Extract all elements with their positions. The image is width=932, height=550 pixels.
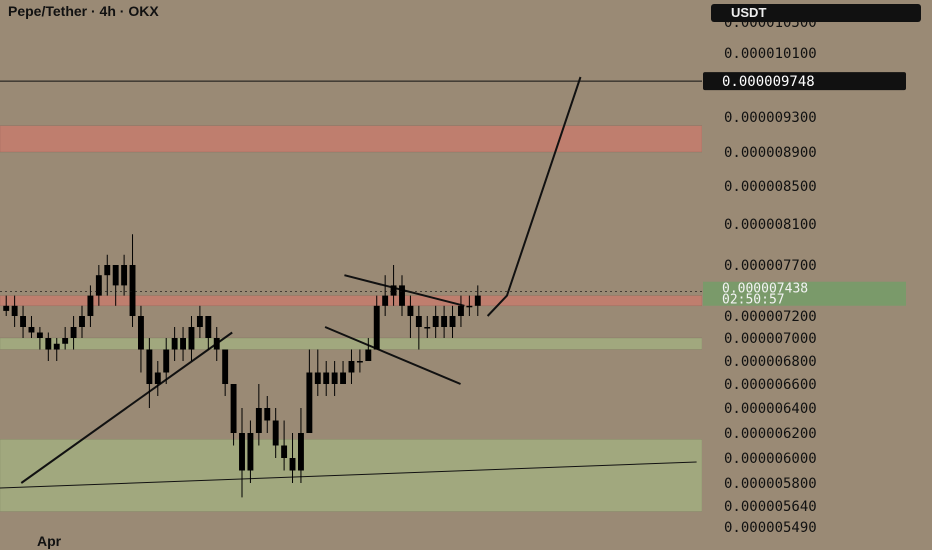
y-tick-label: 0.000005640	[724, 499, 817, 515]
y-tick-label: 0.000006600	[724, 377, 817, 393]
y-tick-label: 0.000005800	[724, 476, 817, 492]
currency-label[interactable]: USDT	[711, 4, 921, 22]
horizontal-line-price-text: 0.000009748	[722, 74, 815, 90]
candle-body	[112, 265, 119, 286]
y-tick-label: 0.000005490	[724, 520, 817, 536]
candle-body	[180, 338, 186, 350]
candle-body	[213, 338, 220, 350]
candle-body	[348, 361, 355, 373]
x-tick-label: Apr	[37, 533, 62, 549]
y-tick-label: 0.000006200	[724, 426, 817, 442]
y-tick-label: 0.000008500	[724, 179, 817, 195]
y-tick-label: 0.000009300	[724, 110, 817, 126]
zones-layer	[0, 80, 702, 512]
candle-body	[314, 372, 321, 384]
y-tick-label: 0.000006800	[724, 354, 817, 370]
candle-body	[36, 332, 43, 338]
candle-body	[323, 372, 330, 384]
drawing-projection	[486, 76, 582, 317]
candle-body	[373, 305, 380, 350]
candle-body	[272, 420, 279, 446]
candle-body	[356, 361, 363, 363]
y-tick-label: 0.000006400	[724, 401, 817, 417]
drawing-support-trendline	[0, 461, 697, 489]
candle-body	[138, 316, 144, 350]
zone-support-3	[0, 439, 702, 512]
y-tick-label: 0.000010100	[724, 46, 817, 62]
zone-resistance-1	[0, 295, 702, 307]
price-axis[interactable]: 0.0000105000.0000101000.0000093000.00000…	[0, 15, 906, 536]
y-tick-label: 0.000006000	[724, 451, 817, 467]
candle-body	[70, 327, 77, 338]
candle-body	[239, 433, 245, 471]
candle-body	[365, 349, 372, 361]
y-tick-label: 0.000007700	[724, 258, 817, 274]
last-price-text: 0.000007438	[722, 282, 808, 297]
candle-body	[146, 349, 153, 384]
candle-body	[87, 295, 94, 316]
candle-body	[230, 384, 237, 433]
candle-body	[407, 305, 414, 316]
candle-body	[196, 316, 203, 327]
candle-body	[415, 316, 422, 327]
candle-body	[449, 316, 456, 327]
last-price-badge	[703, 281, 906, 306]
candle-body	[171, 338, 178, 350]
candle-body	[399, 285, 405, 306]
candle-body	[53, 343, 60, 350]
candle-body	[340, 372, 346, 384]
candle-body	[331, 372, 338, 384]
candle-body	[306, 372, 313, 433]
drawings-layer	[0, 76, 697, 489]
candle-body	[20, 316, 26, 327]
candle-body	[424, 327, 431, 329]
y-tick-label: 0.000007200	[724, 309, 817, 325]
candle-body	[45, 338, 52, 350]
candle-body	[28, 327, 35, 333]
candle-body	[154, 372, 161, 384]
y-tick-label: 0.000008100	[724, 217, 817, 233]
candle-body	[129, 265, 136, 316]
last-price-countdown: 02:50:57	[722, 293, 785, 308]
candle-body	[432, 316, 439, 327]
candle-body	[281, 445, 288, 458]
candle-body	[247, 433, 254, 471]
candle-body	[95, 275, 102, 296]
y-tick-label: 0.000007000	[724, 331, 817, 347]
candle-body	[79, 316, 85, 327]
candle-body	[474, 295, 481, 306]
candle-body	[255, 408, 262, 433]
candle-body	[3, 305, 10, 311]
drawing-trend-up-1	[20, 331, 233, 484]
zone-resistance-0	[0, 125, 702, 153]
candle-body	[289, 458, 296, 471]
horizontal-line-price-badge	[703, 72, 906, 91]
candle-body	[466, 305, 473, 308]
candle-body	[11, 305, 18, 316]
candle-body	[121, 265, 128, 286]
y-tick-label: 0.000008900	[724, 145, 817, 161]
candle-body	[163, 349, 170, 373]
candle-body	[62, 338, 69, 344]
drawing-channel-lower	[324, 326, 461, 385]
candle-body	[382, 295, 389, 306]
candle-body	[441, 316, 448, 327]
zone-support-2	[0, 337, 702, 350]
candle-body	[458, 305, 464, 316]
candle-body	[104, 265, 111, 276]
candle-body	[264, 408, 271, 421]
candle-body	[188, 327, 195, 350]
chart-title: Pepe/Tether · 4h · OKX	[8, 3, 159, 19]
candle-body	[298, 433, 304, 471]
candle-body	[205, 316, 212, 338]
candles-layer	[3, 234, 481, 498]
candle-body	[222, 349, 229, 384]
candle-body	[390, 285, 397, 296]
